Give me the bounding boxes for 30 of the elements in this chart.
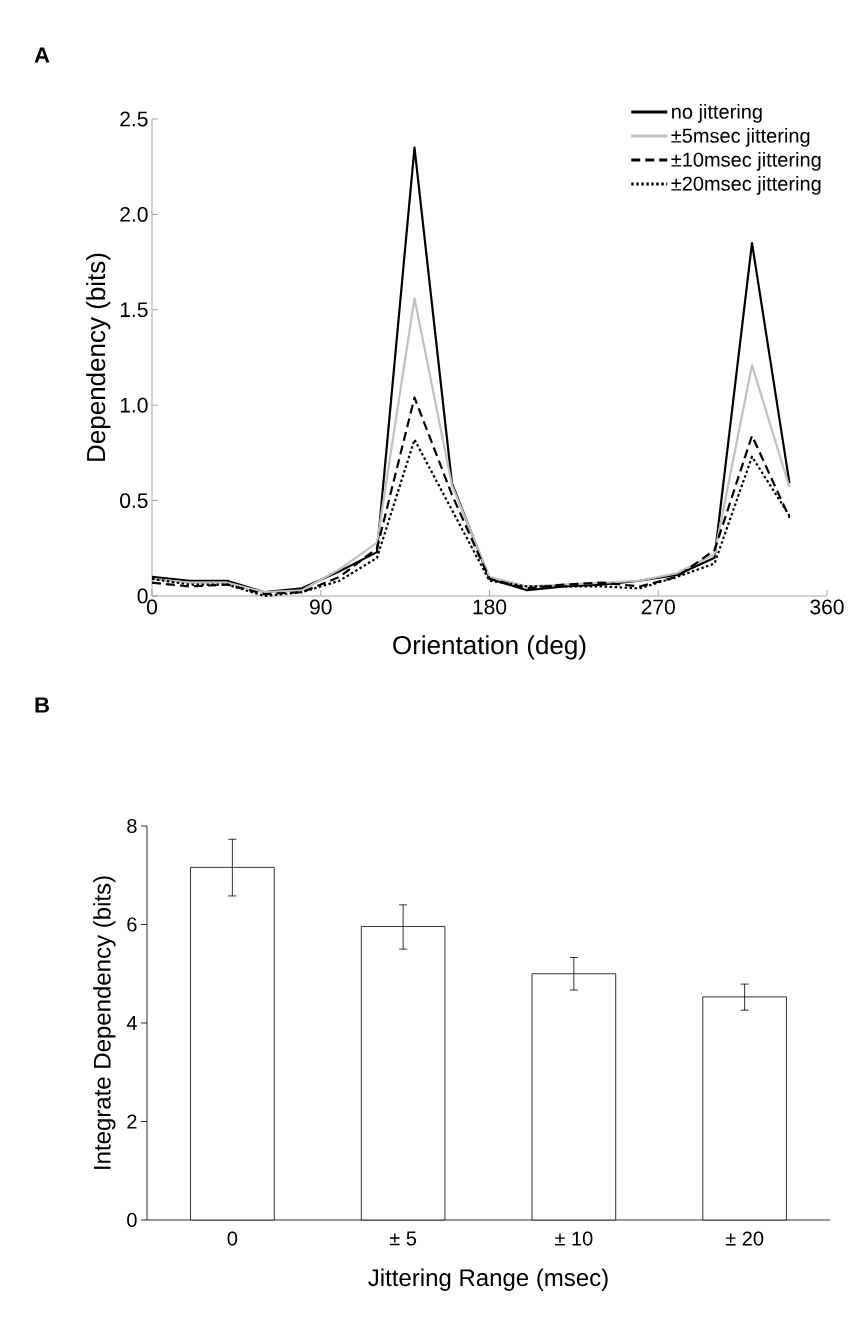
- y-tick-label: 8: [127, 818, 137, 834]
- y-tick-label: 2: [127, 1114, 137, 1129]
- chart-title: A: [34, 47, 50, 63]
- x-tick-label: ± 5: [389, 1231, 417, 1246]
- legend-label: ±5msec jittering: [671, 128, 810, 147]
- x-tick-label: 360: [810, 599, 844, 615]
- x-tick-label: 180: [473, 599, 507, 615]
- legend-label: ±10msec jittering: [671, 152, 821, 171]
- x-tick-label: ± 10: [555, 1231, 593, 1246]
- x-axis-title: Jittering Range (msec): [368, 1268, 608, 1291]
- y-tick-label: 1.0: [120, 397, 148, 413]
- y-tick-label: 4: [126, 1016, 137, 1030]
- chart-title: B: [35, 697, 49, 713]
- y-axis-title: Dependency (bits): [86, 253, 111, 461]
- x-tick-label: 0: [146, 599, 158, 615]
- legend-label: ±20msec jittering: [671, 176, 821, 195]
- y-tick-label: 2.5: [120, 111, 148, 127]
- y-tick-label: 2.0: [120, 206, 148, 222]
- y-tick-label: 0: [137, 588, 148, 604]
- x-tick-label: ± 20: [725, 1231, 764, 1246]
- y-tick-label: 1.5: [120, 302, 148, 318]
- x-tick-label: 0: [227, 1231, 238, 1246]
- x-tick-label: 270: [641, 599, 675, 615]
- x-axis-title: Orientation (deg): [393, 635, 586, 660]
- y-tick-label: 0: [127, 1212, 137, 1228]
- y-tick-label: 6: [127, 917, 137, 932]
- y-tick-label: 0.5: [120, 493, 148, 509]
- y-axis-title: Integrate Dependency (bits): [93, 876, 116, 1169]
- legend-label: no jittering: [672, 104, 762, 123]
- x-tick-label: 90: [310, 599, 332, 615]
